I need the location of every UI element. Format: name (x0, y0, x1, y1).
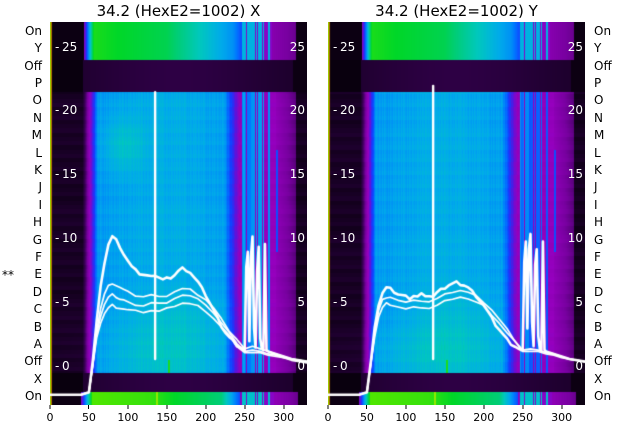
xtick-100: 100 (117, 405, 138, 424)
category-label-k-8: K (34, 162, 42, 177)
category-label-on-21: On (594, 389, 612, 404)
xtick-200: 200 (195, 405, 216, 424)
category-label-l-7: L (35, 145, 42, 160)
category-label-p-3: P (34, 75, 42, 90)
category-label-off-19: Off (594, 354, 612, 369)
category-label-f-13: F (594, 250, 601, 265)
category-label-y-1: Y (34, 41, 42, 56)
category-label-o-4: O (594, 93, 604, 108)
xtick-250: 250 (234, 405, 255, 424)
category-label-e-14: E (594, 267, 602, 282)
category-label-c-16: C (594, 302, 603, 317)
category-label-i-10: I (594, 197, 598, 212)
category-label-x-20: X (594, 371, 603, 386)
panel-y-heatmap (328, 22, 585, 405)
category-label-n-5: N (594, 110, 603, 125)
panel-x-title: 34.2 (HexE2=1002) X (96, 2, 261, 20)
category-label-c-16: C (33, 302, 42, 317)
xtick-150: 150 (156, 405, 177, 424)
category-label-d-15: D (32, 284, 42, 299)
panel-y-xaxis: 0 50 100 150 200 250 300 (325, 405, 585, 435)
category-label-j-9: J (38, 180, 42, 195)
category-label-p-3: P (594, 75, 602, 90)
category-label-m-6: M (31, 128, 42, 143)
xtick-250: 250 (512, 405, 533, 424)
panel-y-title: 34.2 (HexE2=1002) Y (375, 2, 538, 20)
xtick-300: 300 (551, 405, 572, 424)
category-label-f-13: F (35, 250, 42, 265)
category-label-i-10: I (38, 197, 42, 212)
category-label-j-9: J (594, 180, 598, 195)
category-label-on-0: On (594, 23, 612, 38)
category-label-g-12: G (32, 232, 42, 247)
panel-x-xaxis: 0 50 100 150 200 250 300 (47, 405, 307, 435)
category-label-off-2: Off (594, 58, 612, 73)
category-label-g-12: G (594, 232, 604, 247)
xtick-0: 0 (325, 405, 332, 424)
panel-x: 34.2 (HexE2=1002) X -25 25-20 20-15 15-10 10… (50, 2, 307, 405)
category-axis-left: On Y Off P O N M L K J I H G F E D C B A Off X On ** (2, 22, 46, 405)
category-label-l-7: L (594, 145, 601, 160)
xtick-200: 200 (473, 405, 494, 424)
category-label-a-18: A (594, 337, 603, 352)
xtick-50: 50 (360, 405, 374, 424)
category-label-off-19: Off (24, 354, 42, 369)
category-label-x-20: X (33, 371, 42, 386)
panel-y-plot-area[interactable]: -25 25-20 20-15 15-10 10-5 5-0 0 (328, 22, 585, 405)
xtick-100: 100 (395, 405, 416, 424)
category-label-h-11: H (594, 215, 604, 230)
category-label-o-4: O (32, 93, 42, 108)
category-label-m-6: M (594, 128, 605, 143)
panel-x-plot-area[interactable]: -25 25-20 20-15 15-10 10-5 5-0 0 (50, 22, 307, 405)
category-label-on-0: On (24, 23, 42, 38)
category-label-a-18: A (33, 337, 42, 352)
category-label-h-11: H (32, 215, 42, 230)
category-marker-asterisk: ** (2, 268, 14, 283)
panel-x-heatmap (50, 22, 307, 405)
category-label-y-1: Y (594, 41, 602, 56)
category-label-n-5: N (33, 110, 42, 125)
xtick-300: 300 (273, 405, 294, 424)
category-label-b-17: B (33, 319, 42, 334)
category-label-e-14: E (34, 267, 42, 282)
xtick-50: 50 (82, 405, 96, 424)
category-label-on-21: On (24, 389, 42, 404)
category-label-d-15: D (594, 284, 604, 299)
xtick-0: 0 (47, 405, 54, 424)
category-label-off-2: Off (24, 58, 42, 73)
category-label-b-17: B (594, 319, 603, 334)
panel-y: 34.2 (HexE2=1002) Y -25 25-20 20-15 15-10 10… (328, 2, 585, 405)
xtick-150: 150 (434, 405, 455, 424)
category-axis-right: On Y Off P O N M L K J I H G F E D C B A Off X On (588, 22, 632, 405)
category-label-k-8: K (594, 162, 602, 177)
